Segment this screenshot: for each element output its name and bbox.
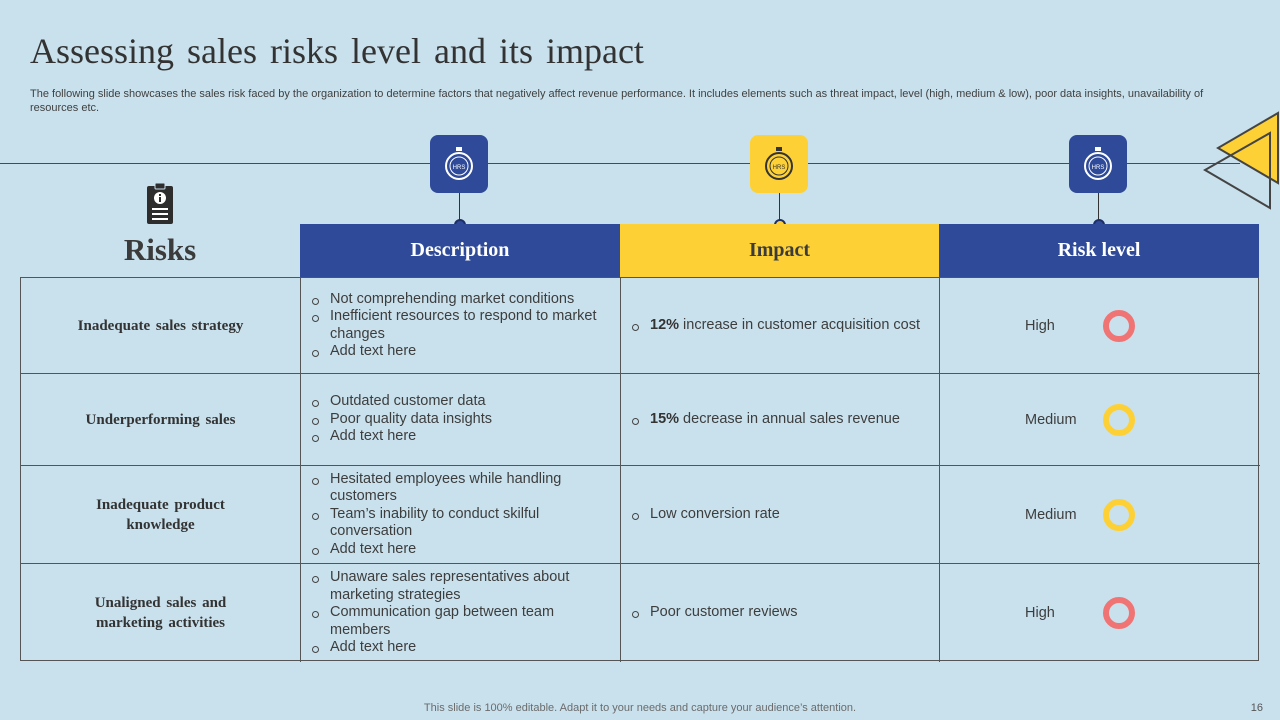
- risk-level-indicator-icon: [1103, 309, 1135, 342]
- header-impact: Impact: [620, 224, 939, 277]
- page-number: 16: [1250, 702, 1263, 714]
- stopwatch-icon-impact: HRS: [750, 135, 808, 193]
- stopwatch-label: HRS: [453, 165, 466, 171]
- page-title: Assessing sales risks level and its impa…: [30, 31, 644, 71]
- impact-text: increase in customer acquisition cost: [679, 316, 921, 333]
- description-item: Team’s inability to conduct skilful conv…: [309, 506, 610, 541]
- description-item: Not comprehending market conditions: [309, 291, 610, 309]
- impact-value: 15%: [650, 410, 680, 427]
- triangle-decoration-icon: [1202, 111, 1279, 210]
- impact-text: Poor customer reviews: [650, 604, 798, 621]
- description-item: Outdated customer data: [309, 393, 492, 411]
- impact-value: 12%: [650, 316, 680, 333]
- stopwatch-icon-risk-level: HRS: [1069, 135, 1127, 193]
- impact-item: 12% increase in customer acquisition cos…: [629, 317, 920, 335]
- clipboard-info-icon: [147, 182, 173, 224]
- description-item: Add text here: [309, 343, 610, 361]
- description-item: Unaware sales representatives about mark…: [309, 569, 610, 604]
- risk-level-cell: Medium: [940, 466, 1260, 564]
- risk-name-cell: Inadequate product knowledge: [21, 466, 301, 564]
- page-subtitle: The following slide showcases the sales …: [30, 88, 1204, 114]
- impact-item: Low conversion rate: [629, 506, 780, 524]
- risk-level-indicator-icon: [1103, 403, 1135, 436]
- risk-level-text: High: [1025, 605, 1055, 621]
- description-cell: Hesitated employees while handling custo…: [301, 466, 621, 564]
- risk-level-cell: Medium: [940, 374, 1260, 466]
- description-cell: Unaware sales representatives about mark…: [301, 564, 621, 662]
- impact-text: Low conversion rate: [650, 505, 780, 522]
- description-item: Add text here: [309, 428, 492, 446]
- impact-cell: Poor customer reviews: [621, 564, 940, 662]
- description-item: Inefficient resources to respond to mark…: [309, 308, 610, 343]
- impact-cell: Low conversion rate: [621, 466, 940, 564]
- risk-level-cell: High: [940, 564, 1260, 662]
- connector-line: [459, 193, 460, 220]
- description-item: Add text here: [309, 639, 610, 657]
- risk-level-text: Medium: [1025, 506, 1077, 523]
- risk-level-indicator-icon: [1103, 597, 1135, 629]
- description-cell: Outdated customer data Poor quality data…: [301, 374, 621, 466]
- risk-level-text: High: [1025, 317, 1055, 334]
- risk-level-text: Medium: [1025, 411, 1077, 428]
- stopwatch-icon-description: HRS: [430, 135, 488, 193]
- impact-cell: 15% decrease in annual sales revenue: [621, 374, 940, 466]
- impact-item: Poor customer reviews: [629, 604, 797, 622]
- description-item: Poor quality data insights: [309, 411, 492, 429]
- stopwatch-label: HRS: [773, 165, 786, 171]
- risk-name-cell: Underperforming sales: [21, 374, 301, 466]
- timeline-line: [0, 163, 1240, 164]
- footer-note: This slide is 100% editable. Adapt it to…: [423, 702, 857, 714]
- impact-text: decrease in annual sales revenue: [679, 410, 900, 427]
- risk-table: Inadequate sales strategy Not comprehend…: [20, 277, 1260, 662]
- impact-item: 15% decrease in annual sales revenue: [629, 411, 900, 429]
- header-risk-level: Risk level: [939, 224, 1259, 277]
- description-cell: Not comprehending market conditions Inef…: [301, 278, 621, 374]
- risk-name-cell: Inadequate sales strategy: [21, 278, 301, 374]
- risk-level-indicator-icon: [1103, 498, 1135, 531]
- connector-line: [779, 193, 780, 220]
- risks-heading: Risks: [123, 232, 197, 267]
- description-item: Add text here: [309, 541, 610, 559]
- header-description: Description: [300, 224, 620, 277]
- risk-level-cell: High: [940, 278, 1260, 374]
- stopwatch-label: HRS: [1092, 165, 1105, 171]
- risk-name-cell: Unaligned sales and marketing activities: [21, 564, 301, 662]
- connector-line: [1098, 193, 1099, 220]
- description-item: Communication gap between team members: [309, 604, 610, 639]
- description-item: Hesitated employees while handling custo…: [309, 471, 610, 506]
- impact-cell: 12% increase in customer acquisition cos…: [621, 278, 940, 374]
